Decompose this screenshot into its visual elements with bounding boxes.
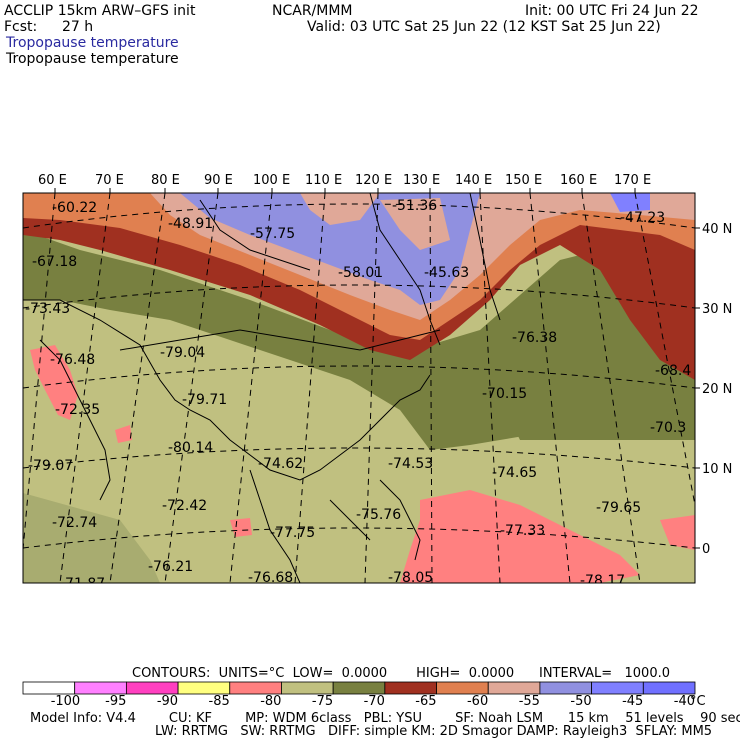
model-title: ACCLIP 15km ARW–GFS init	[4, 3, 196, 19]
extremum-value: -72.42	[162, 498, 207, 514]
field-name-secondary: Tropopause temperature	[6, 51, 179, 67]
extremum-value: -74.65	[492, 465, 537, 481]
lon-label: 110 E	[305, 173, 342, 188]
colorbar-swatch	[74, 681, 127, 695]
organization-label: NCAR/MMM	[272, 3, 353, 19]
extremum-value: -72.35	[55, 402, 100, 418]
lat-lon-grid	[23, 193, 695, 583]
temperature-field	[23, 193, 695, 583]
init-time: Init: 00 UTC Fri 24 Jun 22	[525, 3, 699, 19]
extremum-value: -78.05	[388, 570, 433, 586]
lat-label: 30 N	[702, 302, 732, 317]
extremum-value: -57.75	[250, 226, 295, 242]
extremum-value: -51.36	[392, 198, 437, 214]
colorbar-tick-label: -70	[363, 694, 385, 709]
longitude-labels: 60 E 70 E 80 E 90 E 100 E 110 E 120 E 13…	[38, 173, 651, 188]
colorbar-swatch	[281, 681, 334, 695]
colorbar-swatch	[487, 681, 541, 695]
lon-label: 160 E	[560, 173, 597, 188]
colorbar-swatch	[177, 681, 231, 695]
extremum-value: -77.75	[270, 525, 315, 541]
extremum-value: -76.48	[50, 352, 95, 368]
lon-label: 90 E	[204, 173, 233, 188]
colorbar	[22, 681, 696, 695]
lon-label: 80 E	[151, 173, 180, 188]
model-info-line1: Model Info: V4.4 CU: KF MP: WDM 6class P…	[30, 711, 740, 726]
colorbar-tick-label: -65	[415, 694, 437, 709]
extremum-value: -72.74	[52, 515, 97, 531]
lat-ticks	[695, 227, 700, 549]
colorbar-swatch	[125, 681, 179, 695]
colorbar-swatch	[436, 681, 489, 695]
extremum-value: -74.62	[258, 456, 303, 472]
latitude-labels: 40 N 30 N 20 N 10 N 0	[702, 222, 732, 557]
extremum-value: -68.4	[655, 363, 691, 379]
lat-label: 0	[702, 542, 710, 557]
colorbar-swatch	[539, 681, 593, 695]
extremum-value: -60.22	[52, 200, 97, 216]
forecast-label: Fcst:	[4, 19, 38, 35]
forecast-hours: 27 h	[62, 19, 94, 35]
lat-label: 40 N	[702, 222, 732, 237]
lon-label: 140 E	[455, 173, 492, 188]
colorbar-tick-label: -40	[673, 694, 695, 709]
extremum-value: -79.71	[182, 392, 227, 408]
lon-label: 130 E	[403, 173, 440, 188]
lon-label: 170 E	[614, 173, 651, 188]
lon-ticks	[54, 188, 636, 193]
extremum-value: -48.91	[168, 216, 213, 232]
extremum-value: -79.07	[28, 458, 73, 474]
extremum-value: -76.21	[148, 559, 193, 575]
valid-time: Valid: 03 UTC Sat 25 Jun 22 (12 KST Sat …	[307, 19, 661, 35]
colorbar-tick-label: -85	[208, 694, 230, 709]
extremum-value: -76.68	[248, 570, 293, 586]
extremum-value: -71.87	[60, 576, 105, 592]
colorbar-swatch	[642, 681, 696, 695]
lon-label: 120 E	[355, 173, 392, 188]
extremum-value: -67.18	[32, 254, 77, 270]
extremum-value: -79.65	[596, 500, 641, 516]
colorbar-tick-label: -80	[260, 694, 282, 709]
colorbar-tick-label: -50	[570, 694, 592, 709]
extremum-value: -58.01	[338, 265, 383, 281]
extremum-value: -45.63	[424, 265, 469, 281]
colorbar-tick-label: -55	[518, 694, 540, 709]
extremum-value: -73.43	[25, 301, 70, 317]
colorbar-unit: °C	[690, 694, 706, 709]
colorbar-tick-label: -75	[311, 694, 334, 709]
extremum-value: -77.33	[500, 523, 545, 539]
colorbar-tick-label: -100	[50, 694, 81, 709]
colorbar-tick-label: -45	[622, 694, 644, 709]
extremum-value: -70.3	[650, 420, 686, 436]
extremum-value: -70.15	[482, 386, 527, 402]
extremum-value: -47.23	[620, 210, 665, 226]
extrema-labels: -60.22 -48.91 -57.75 -51.36 -47.23 -67.1…	[25, 198, 691, 592]
extremum-value: -79.04	[160, 345, 205, 361]
colorbar-swatch	[229, 681, 282, 695]
colorbar-swatch	[384, 681, 437, 695]
model-info-line2: LW: RRTMG SW: RRTMG DIFF: simple KM: 2D …	[155, 724, 713, 739]
field-name-primary: Tropopause temperature	[6, 35, 179, 51]
extremum-value: -80.14	[168, 440, 213, 456]
coastlines	[23, 193, 501, 583]
extremum-value: -78.17	[580, 573, 625, 589]
lon-label: 100 E	[253, 173, 290, 188]
extremum-value: -74.53	[388, 456, 433, 472]
lon-label: 60 E	[38, 173, 67, 188]
extremum-value: -75.76	[356, 507, 401, 523]
lon-label: 150 E	[505, 173, 542, 188]
lon-label: 70 E	[95, 173, 124, 188]
colorbar-tick-label: -60	[466, 694, 489, 709]
colorbar-swatch	[591, 681, 644, 695]
colorbar-tick-label: -95	[105, 694, 127, 709]
colorbar-swatch	[332, 681, 386, 695]
lat-label: 10 N	[702, 462, 732, 477]
colorbar-swatch	[22, 681, 76, 695]
extremum-value: -76.38	[512, 330, 557, 346]
lat-label: 20 N	[702, 382, 732, 397]
colorbar-tick-label: -90	[156, 694, 179, 709]
contour-info: CONTOURS: UNITS=°C LOW= 0.0000 HIGH= 0.0…	[132, 666, 670, 681]
